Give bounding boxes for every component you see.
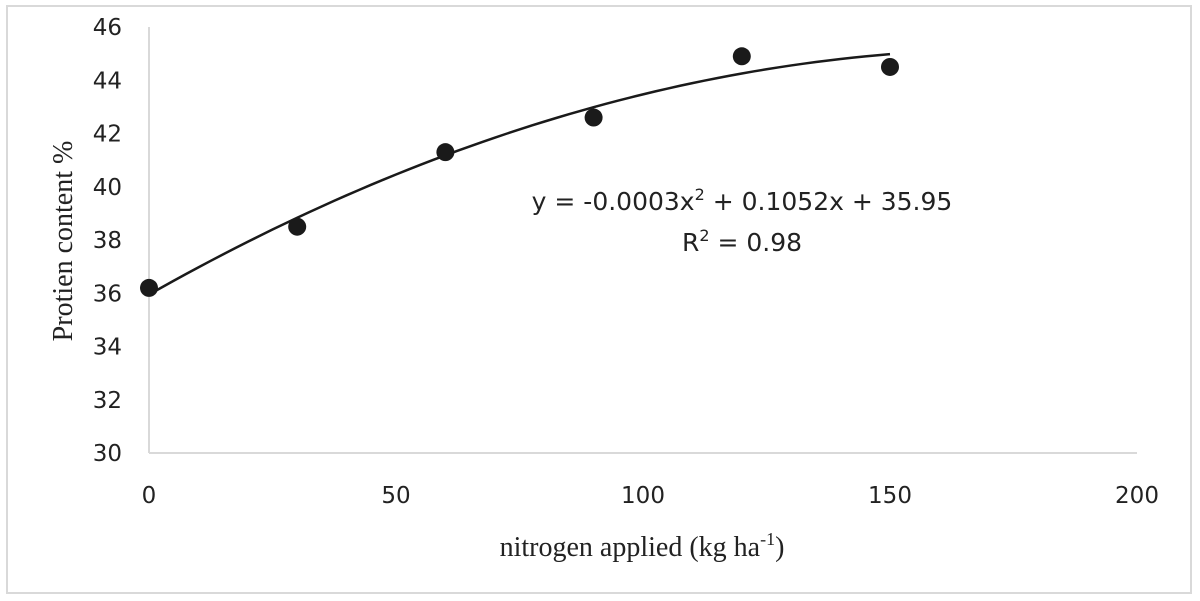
y-axis-title: Protien content % [48,141,79,342]
data-point [732,47,751,66]
x-tick-label: 200 [1115,483,1159,509]
x-tick-label: 100 [621,483,665,509]
y-tick-label: 46 [93,15,122,41]
data-point [436,143,455,162]
x-tick-labels: 0 50 100 150 200 [142,483,1159,509]
y-tick-label: 40 [93,175,122,201]
trendline [148,52,891,296]
r-squared-label: R2 = 0.98 [682,226,802,257]
data-point [881,57,899,76]
y-tick-label: 32 [93,388,122,414]
y-tick-label: 42 [93,122,122,148]
y-tick-labels: 30 32 34 36 38 40 42 44 46 [93,15,122,467]
trendline-equation: y = -0.0003x2 + 0.1052x + 35.95 [532,185,953,216]
x-tick-label: 50 [381,483,410,509]
chart-frame [6,5,1192,594]
y-tick-label: 30 [93,441,122,467]
y-tick-label: 34 [93,335,122,361]
y-tick-label: 44 [93,68,122,94]
y-tick-label: 36 [93,281,122,307]
data-points [140,47,899,297]
x-axis-title: nitrogen applied (kg ha-1) [500,529,785,563]
x-tick-label: 150 [868,483,912,509]
data-point [584,108,603,127]
axes [148,27,1137,454]
data-point [288,217,307,236]
y-tick-label: 38 [93,228,122,254]
x-tick-label: 0 [142,483,157,509]
data-point [140,278,158,297]
